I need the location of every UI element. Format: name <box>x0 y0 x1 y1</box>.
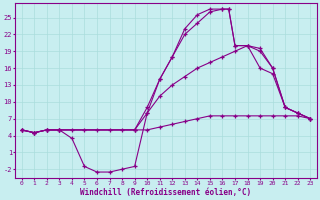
X-axis label: Windchill (Refroidissement éolien,°C): Windchill (Refroidissement éolien,°C) <box>80 188 252 197</box>
